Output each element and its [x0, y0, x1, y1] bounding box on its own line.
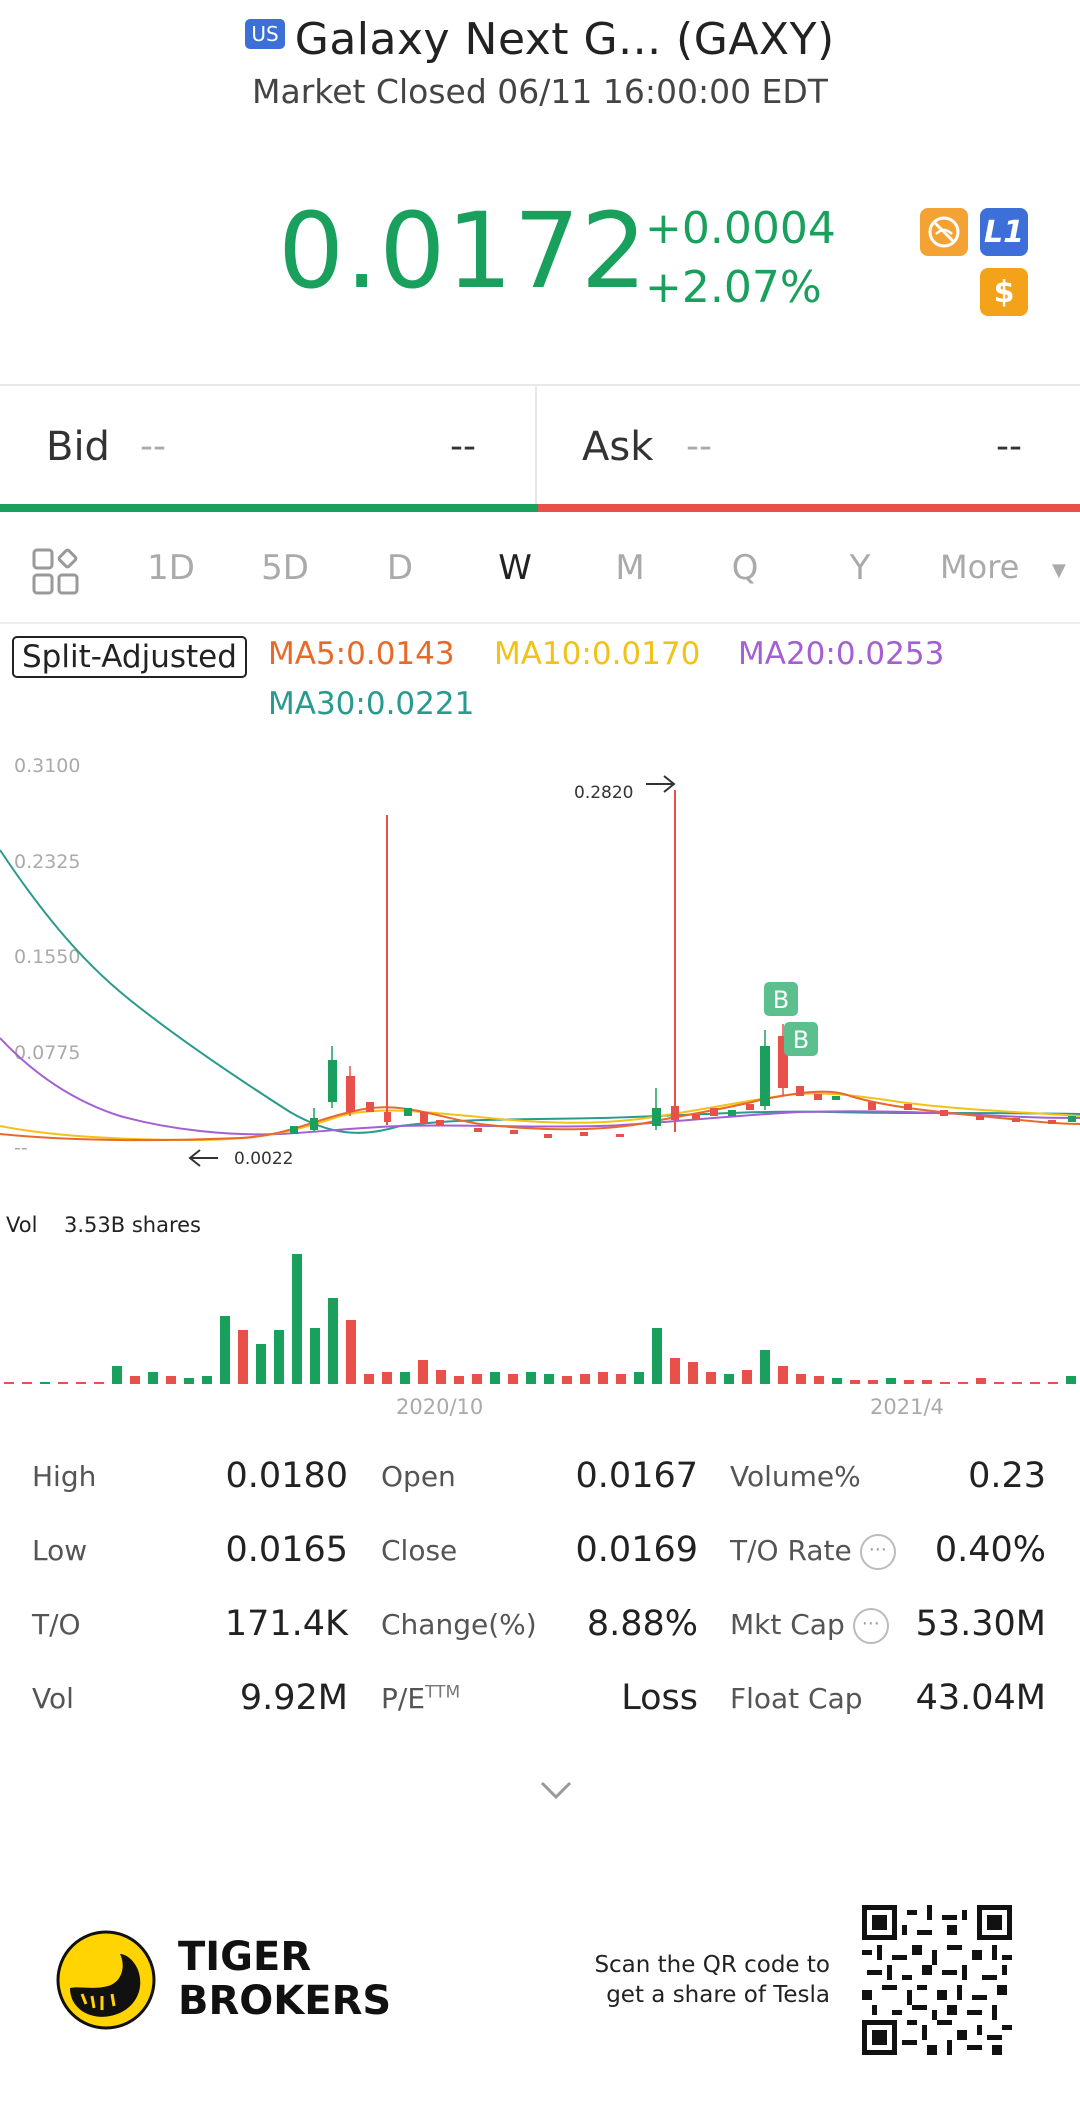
date-axis: 2020/10 2021/4 — [396, 1395, 944, 1419]
stat-label-pe: P/ETTM — [381, 1682, 461, 1715]
high-annotation: 0.2820 — [574, 783, 633, 803]
scan-promo: Scan the QR code to get a share of Tesla — [594, 1952, 830, 2008]
y-tick-3: 0.0775 — [14, 1042, 80, 1064]
qr-code — [862, 1905, 1012, 2055]
stat-label-change-pct: Change(%) — [381, 1608, 537, 1641]
tab-m[interactable]: M — [615, 548, 645, 588]
period-tabs: 1D 5D D W M Q Y More ▼ — [0, 512, 1080, 624]
tab-y[interactable]: Y — [849, 548, 871, 588]
ma30-legend: MA30:0.0221 — [268, 686, 475, 722]
ma30-line — [0, 849, 1080, 1134]
stock-title: Galaxy Next G... (GAXY) — [294, 14, 835, 65]
indicator-grid-icon[interactable] — [32, 548, 80, 596]
stat-value-float-cap: 43.04M — [915, 1678, 1046, 1718]
price-chart[interactable]: 0.3100 0.2325 0.1550 0.0775 -- — [0, 740, 1080, 1400]
price-change: +0.0004 — [645, 203, 836, 254]
stat-value-to-rate: 0.40% — [934, 1530, 1046, 1570]
price-change-percent: +2.07% — [645, 262, 822, 313]
split-adjusted-toggle[interactable]: Split-Adjusted — [12, 636, 247, 678]
buy-marker[interactable]: B — [784, 1022, 818, 1056]
stat-label-close: Close — [381, 1534, 458, 1567]
stat-label-turnover: T/O — [32, 1608, 81, 1641]
candlesticks — [290, 790, 1076, 1138]
stats-grid: High 0.0180 Open 0.0167 Volume% 0.23 Low… — [0, 1440, 1080, 1740]
ask-label: Ask — [582, 424, 654, 470]
tab-more[interactable]: More — [940, 548, 1020, 586]
svg-text:B: B — [773, 986, 789, 1014]
bid-ask-panel: Bid -- -- Ask -- -- — [0, 386, 1080, 504]
stat-label-high: High — [32, 1460, 97, 1493]
y-tick-4: -- — [14, 1137, 28, 1159]
stat-value-pe: Loss — [621, 1678, 698, 1718]
y-tick-0: 0.3100 — [14, 755, 80, 777]
stat-value-volume-pct: 0.23 — [968, 1456, 1046, 1496]
vol-label: Vol — [6, 1213, 37, 1237]
stat-label-mkt-cap: Mkt Cap ⋯ — [730, 1608, 889, 1644]
stat-label-vol: Vol — [32, 1682, 74, 1715]
tab-1d[interactable]: 1D — [147, 548, 195, 588]
brand-name: TIGER BROKERS — [178, 1934, 392, 2024]
volume-bars — [4, 1254, 1076, 1384]
ma10-legend: MA10:0.0170 — [494, 636, 701, 672]
market-status: Market Closed 06/11 16:00:00 EDT — [252, 72, 828, 111]
tab-5d[interactable]: 5D — [261, 548, 309, 588]
tab-d[interactable]: D — [386, 548, 414, 588]
ask-price: -- — [686, 426, 712, 467]
stat-value-low: 0.0165 — [225, 1530, 348, 1570]
divider — [0, 384, 1080, 386]
stat-value-change-pct: 8.88% — [586, 1604, 698, 1644]
stat-value-close: 0.0169 — [575, 1530, 698, 1570]
buy-marker[interactable]: B — [764, 982, 798, 1016]
stat-value-high: 0.0180 — [225, 1456, 348, 1496]
expand-chevron-icon[interactable] — [536, 1775, 576, 1805]
svg-text:B: B — [793, 1026, 809, 1054]
tab-q[interactable]: Q — [731, 548, 759, 588]
ma20-legend: MA20:0.0253 — [738, 636, 945, 672]
tiger-brokers-logo — [56, 1930, 156, 2030]
more-info-icon[interactable]: ⋯ — [859, 1534, 896, 1570]
x-tick-1: 2021/4 — [870, 1395, 944, 1419]
title-row: US Galaxy Next G... (GAXY) — [0, 14, 1080, 65]
y-tick-1: 0.2325 — [14, 851, 80, 873]
tab-w[interactable]: W — [498, 548, 532, 588]
bid-ask-separator — [535, 386, 537, 504]
chevron-down-icon[interactable]: ▼ — [1052, 560, 1066, 581]
stat-value-mkt-cap: 53.30M — [915, 1604, 1046, 1644]
left-arrow-icon — [188, 1149, 218, 1167]
last-price: 0.0172 — [278, 190, 648, 312]
level1-icon[interactable]: L1 — [980, 208, 1028, 256]
ask-size: -- — [996, 426, 1022, 467]
stat-label-volume-pct: Volume% — [730, 1460, 861, 1493]
ask-strength-bar — [538, 504, 1080, 512]
ma10-line — [0, 1092, 1080, 1142]
vol-value: 3.53B shares — [64, 1213, 201, 1237]
bid-label: Bid — [46, 424, 110, 470]
right-arrow-icon — [646, 775, 676, 793]
bid-size: -- — [450, 426, 476, 467]
stat-label-low: Low — [32, 1534, 88, 1567]
stat-value-turnover: 171.4K — [224, 1604, 348, 1644]
header: US Galaxy Next G... (GAXY) Market Closed… — [0, 0, 1080, 120]
dollar-icon[interactable]: $ — [980, 268, 1028, 316]
low-annotation: 0.0022 — [234, 1149, 293, 1169]
stat-label-open: Open — [381, 1460, 456, 1493]
market-badge: US — [245, 18, 285, 49]
stat-label-to-rate: T/O Rate ⋯ — [730, 1534, 896, 1570]
stat-label-float-cap: Float Cap — [730, 1682, 863, 1715]
bid-price: -- — [140, 426, 166, 467]
x-tick-0: 2020/10 — [396, 1395, 483, 1419]
ma5-legend: MA5:0.0143 — [268, 636, 455, 672]
more-info-icon[interactable]: ⋯ — [852, 1608, 889, 1644]
stat-value-open: 0.0167 — [575, 1456, 698, 1496]
bid-strength-bar — [0, 504, 538, 512]
y-tick-2: 0.1550 — [14, 946, 80, 968]
stat-value-vol: 9.92M — [239, 1678, 348, 1718]
ma5-line — [0, 1090, 1080, 1142]
no-short-icon[interactable] — [920, 208, 968, 256]
